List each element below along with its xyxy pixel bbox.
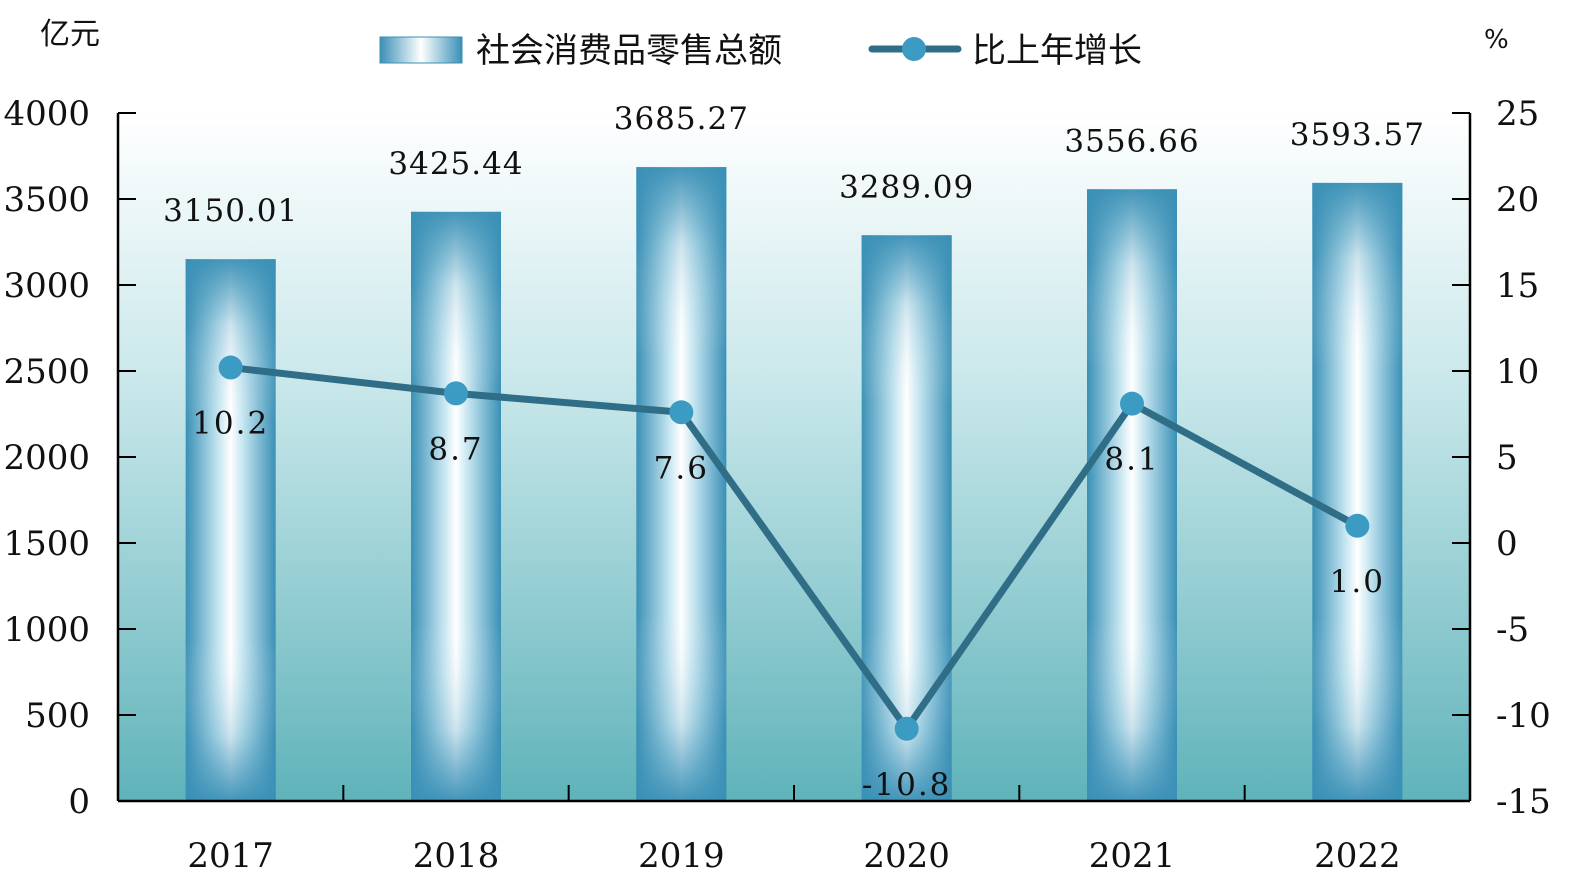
growth-point-2017 (218, 355, 243, 380)
growth-point-2020 (894, 716, 919, 741)
right-tick-label: 5 (1496, 438, 1518, 478)
growth-value-label: -10.8 (862, 767, 952, 803)
growth-line (230, 364, 1360, 733)
bar-value-label: 3425.44 (388, 146, 523, 182)
right-tick-label: -5 (1496, 610, 1529, 650)
right-tick-label: 10 (1496, 352, 1539, 392)
right-tick-label: -10 (1496, 696, 1551, 736)
left-tick-label: 2500 (3, 352, 90, 392)
growth-point-2022 (1345, 513, 1370, 538)
growth-value-label: 8.1 (1104, 442, 1159, 478)
right-axis-unit: % (1484, 25, 1509, 55)
left-tick-label: 1000 (3, 610, 90, 650)
growth-point-2021 (1120, 391, 1144, 416)
right-tick-label: 25 (1496, 94, 1539, 134)
x-tick-label: 2022 (1314, 836, 1401, 876)
bar-shade-2022 (1312, 182, 1403, 802)
legend: 社会消费品零售总额 比上年增长 (379, 31, 1142, 71)
plot-background (118, 113, 1470, 801)
bar-shade-2019 (636, 167, 727, 802)
left-tick-label: 4000 (3, 94, 90, 134)
left-tick-label: 0 (68, 782, 90, 822)
legend-bar-label: 社会消费品零售总额 (476, 31, 782, 71)
left-tick-label: 500 (25, 696, 90, 736)
right-tick-label: 0 (1496, 524, 1518, 564)
growth-value-label: 10.2 (192, 406, 269, 442)
right-tick-label: -15 (1496, 782, 1551, 822)
bar-value-label: 3593.57 (1290, 117, 1425, 153)
left-tick-label: 2000 (3, 438, 90, 478)
left-tick-label: 3000 (3, 266, 90, 306)
legend-line-marker (902, 37, 926, 61)
x-tick-label: 2018 (413, 836, 500, 876)
left-tick-label: 1500 (3, 524, 90, 564)
growth-value-label: 1.0 (1330, 564, 1385, 600)
bar-shade-2021 (1087, 189, 1177, 801)
bar-value-label: 3556.66 (1064, 123, 1199, 159)
legend-line-label: 比上年增长 (972, 31, 1142, 71)
growth-point-2019 (669, 400, 694, 425)
growth-value-label: 7.6 (654, 450, 709, 486)
bar-value-label: 3685.27 (614, 101, 749, 137)
left-tick-label: 3500 (3, 180, 90, 220)
right-tick-label: 15 (1496, 266, 1539, 306)
x-tick-label: 2021 (1089, 836, 1176, 876)
bar-shade-2018 (411, 211, 501, 801)
x-tick-label: 2017 (187, 836, 274, 876)
legend-bar-swatch (379, 36, 463, 64)
x-tick-label: 2019 (638, 836, 725, 876)
plot-area: 3150.01 3425.44 3685.27 3289.09 3556.66 3593.… (3, 94, 1550, 876)
bar-shade-2017 (185, 259, 276, 802)
growth-value-label: 8.7 (428, 431, 483, 467)
bar-value-label: 3150.01 (163, 193, 298, 229)
left-axis-unit: 亿元 (40, 17, 100, 52)
bar-value-label: 3289.09 (839, 169, 974, 205)
x-tick-label: 2020 (863, 836, 950, 876)
bar-shade-2020 (861, 235, 952, 802)
growth-point-2018 (444, 381, 468, 406)
right-tick-label: 20 (1496, 180, 1539, 220)
